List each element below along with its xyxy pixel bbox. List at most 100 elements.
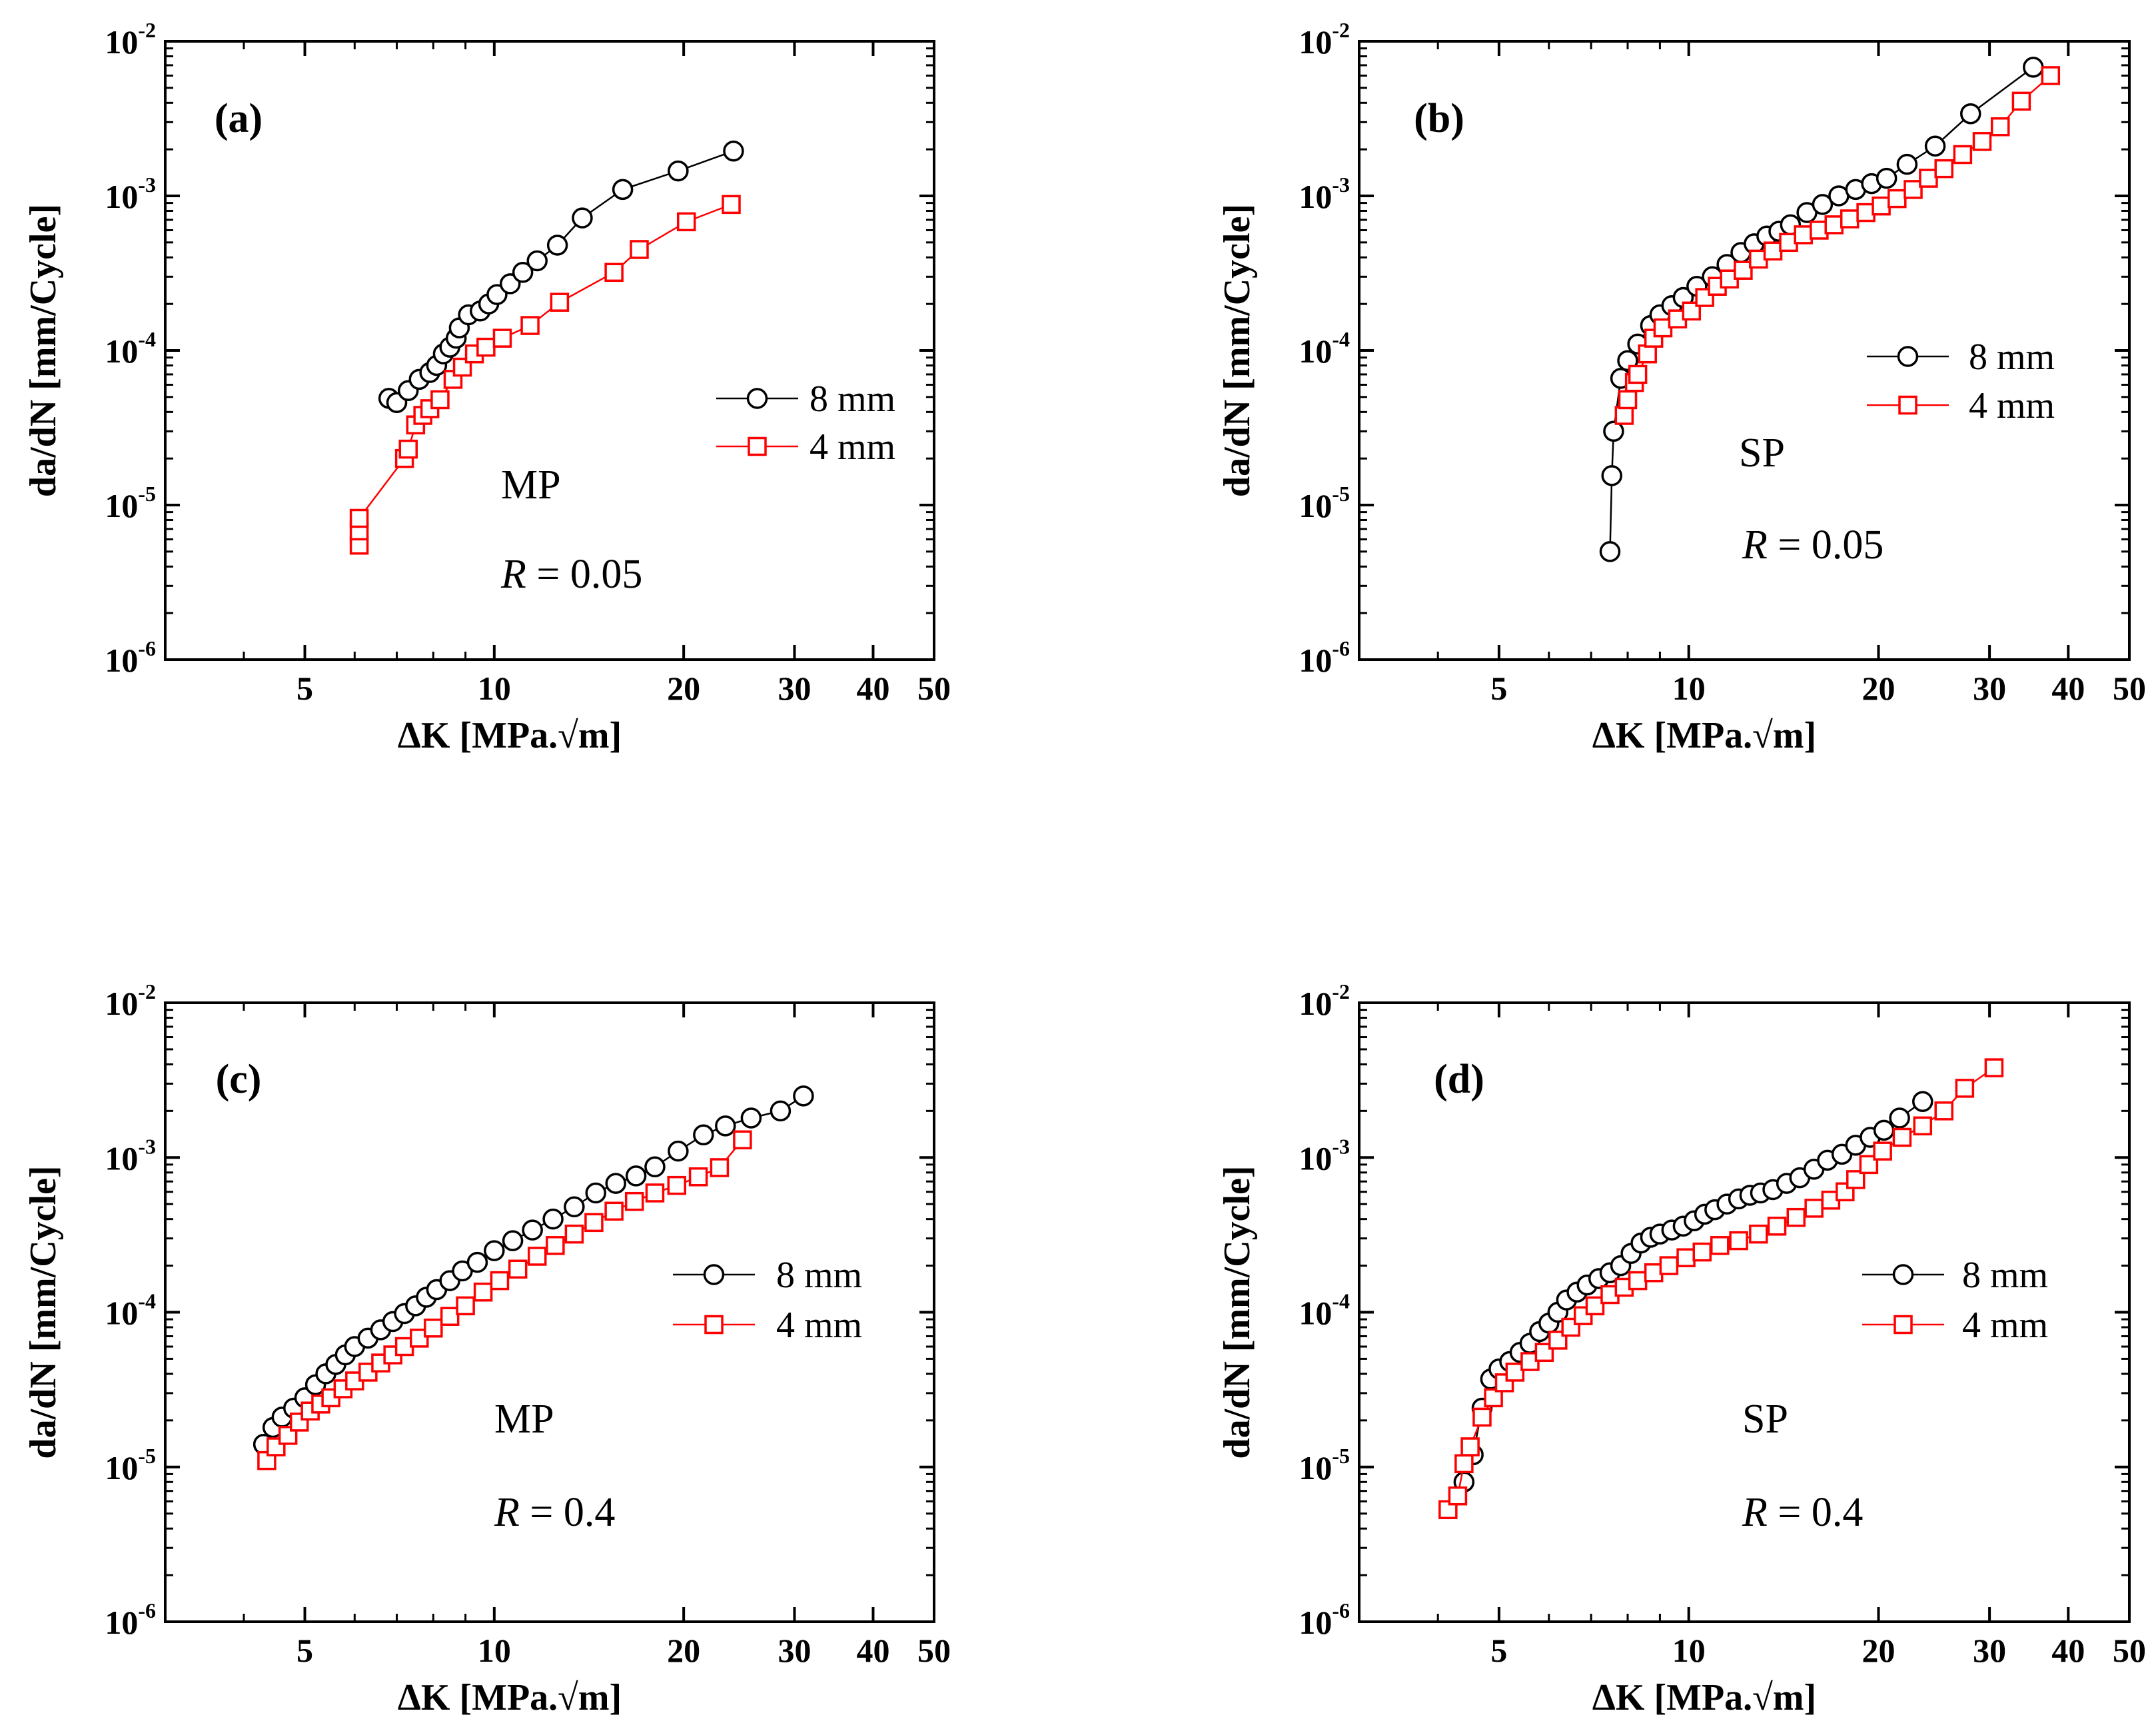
data-point-circle (502, 1230, 524, 1251)
data-point-circle (1601, 465, 1622, 486)
data-point-circle (522, 1219, 543, 1241)
data-point-square (1913, 1116, 1933, 1136)
data-point-circle (466, 1251, 488, 1273)
data-point-square (2011, 91, 2031, 111)
data-point-square (508, 1259, 528, 1279)
x-tick-label: 5 (1490, 670, 1507, 707)
panel-label: (c) (216, 1057, 262, 1102)
x-tick-label: 40 (856, 670, 889, 707)
data-point-circle (484, 1240, 505, 1261)
x-tick-label: 30 (1973, 1632, 2006, 1669)
legend-marker-square (748, 436, 767, 456)
data-point-square (1892, 1127, 1912, 1147)
panel-label: (d) (1434, 1057, 1484, 1102)
data-point-circle (612, 179, 634, 201)
material-annotation: MP (501, 462, 561, 508)
legend-marker-square (704, 1315, 724, 1335)
data-point-circle (693, 1124, 714, 1146)
y-tick-label: 10-2 (105, 18, 156, 61)
data-point-circle (1912, 1091, 1933, 1112)
y-tick-label: 10-6 (105, 636, 156, 679)
data-point-square (1614, 406, 1634, 425)
y-tick-label: 10-6 (105, 1598, 156, 1641)
y-tick-label: 10-3 (105, 173, 156, 215)
y-tick-label: 10-5 (105, 1444, 156, 1486)
data-point-square (676, 212, 696, 232)
data-point-square (430, 390, 450, 410)
legend-label: 8 mm (1969, 336, 2055, 378)
series-line-8-mm (1463, 1101, 1923, 1482)
data-point-square (1824, 215, 1844, 235)
data-point-square (564, 1224, 584, 1244)
material-annotation: MP (494, 1397, 554, 1442)
data-point-square (520, 316, 540, 335)
data-point-square (527, 1247, 547, 1266)
data-point-square (424, 1319, 443, 1338)
material-annotation: SP (1739, 430, 1785, 476)
data-point-square (604, 1201, 624, 1221)
data-point-circle (770, 1100, 792, 1122)
data-point-square (688, 1167, 708, 1187)
data-point-square (733, 1130, 752, 1150)
data-point-square (1953, 145, 1973, 165)
data-point-square (1710, 1236, 1730, 1255)
ratio-annotation: R = 0.05 (1742, 522, 1884, 568)
y-tick-label: 10-4 (1299, 327, 1350, 370)
data-point-circle (486, 284, 508, 305)
data-point-circle (1960, 103, 1981, 125)
y-axis-title: da/dN [mm/Cycle] (1217, 1165, 1258, 1458)
x-tick-label: 40 (2051, 670, 2085, 707)
legend-label: 4 mm (809, 426, 895, 468)
legend-label: 4 mm (776, 1305, 862, 1346)
data-point-square (624, 1191, 644, 1211)
data-point-square (546, 1236, 565, 1255)
data-point-square (645, 1183, 665, 1203)
data-point-square (1472, 1407, 1492, 1427)
x-tick-label: 50 (917, 1632, 951, 1669)
data-point-circle (526, 250, 548, 272)
ratio-annotation: R = 0.4 (1742, 1490, 1863, 1535)
data-point-square (1767, 1217, 1787, 1236)
data-point-circle (715, 1115, 736, 1137)
data-point-square (1729, 1231, 1748, 1251)
data-point-square (440, 1307, 460, 1326)
data-point-circle (546, 235, 568, 256)
y-tick-label: 10-4 (105, 327, 156, 370)
x-axis-title: ΔK [MPa.√m] (398, 715, 622, 756)
x-tick-label: 40 (2051, 1632, 2085, 1669)
x-tick-label: 50 (2113, 670, 2146, 707)
data-point-square (1903, 180, 1923, 199)
data-point-square (410, 1329, 429, 1348)
data-point-square (1887, 189, 1907, 209)
x-tick-label: 20 (1862, 1632, 1895, 1669)
data-point-circle (1876, 167, 1897, 189)
x-tick-label: 20 (667, 670, 700, 707)
data-point-square (1628, 1271, 1648, 1291)
legend-label: 4 mm (1962, 1305, 2048, 1346)
data-point-square (1990, 117, 2010, 137)
series-line-4-mm (1447, 1067, 1995, 1510)
data-point-circle (564, 1196, 585, 1218)
data-point-square (1676, 1248, 1696, 1267)
data-point-square (1628, 364, 1648, 384)
data-point-square (473, 1282, 493, 1302)
ratio-annotation: R = 0.4 (494, 1490, 615, 1535)
x-tick-label: 10 (478, 1632, 511, 1669)
data-point-square (604, 263, 624, 283)
y-tick-label: 10-6 (1299, 1598, 1350, 1641)
x-axis-title: ΔK [MPa.√m] (1592, 1677, 1816, 1718)
data-point-circle (1924, 135, 1946, 157)
legend-marker-circle (1892, 1264, 1914, 1285)
data-point-square (1972, 132, 1992, 151)
data-point-square (1873, 1141, 1892, 1161)
chart-panel-d: 10-6 10-5 10-4 10-3 10-2 5 10 20 30 40 50 ΔK [MPa.√… (1217, 979, 2146, 1718)
data-point-square (1659, 1256, 1679, 1275)
y-tick-label: 10-2 (1299, 18, 1350, 61)
data-point-circle (572, 207, 593, 229)
data-point-circle (625, 1165, 647, 1187)
x-tick-label: 5 (296, 670, 313, 707)
data-point-square (1692, 1242, 1712, 1262)
data-point-circle (605, 1173, 626, 1194)
material-annotation: SP (1742, 1397, 1788, 1442)
